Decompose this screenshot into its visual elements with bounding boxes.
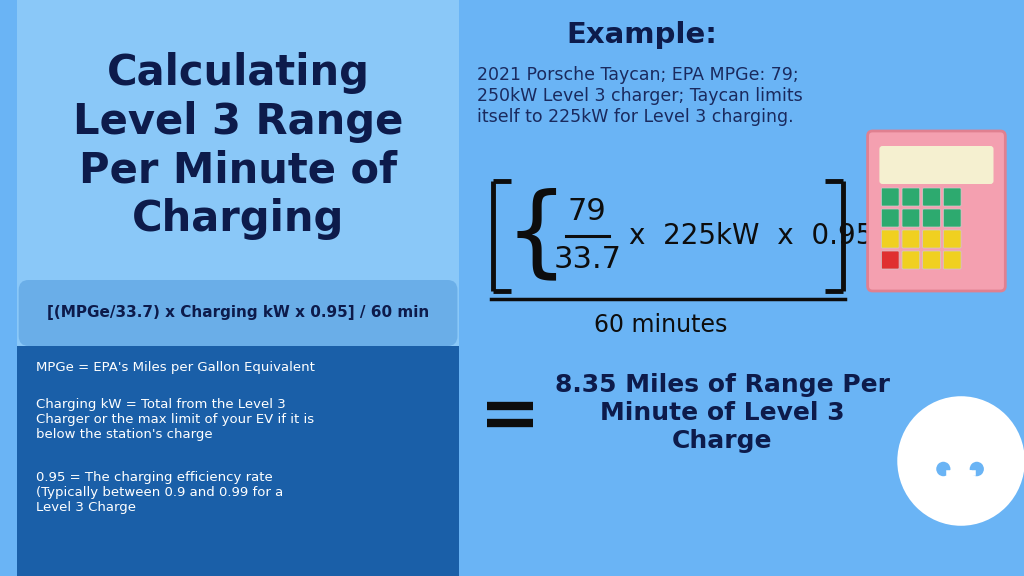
FancyBboxPatch shape <box>460 0 1024 576</box>
FancyBboxPatch shape <box>923 209 940 227</box>
FancyBboxPatch shape <box>923 251 940 269</box>
FancyBboxPatch shape <box>902 209 920 227</box>
Circle shape <box>900 399 1022 523</box>
FancyBboxPatch shape <box>943 188 962 206</box>
FancyBboxPatch shape <box>880 146 993 184</box>
Text: 79: 79 <box>568 198 606 226</box>
FancyBboxPatch shape <box>882 209 899 227</box>
Text: 60 minutes: 60 minutes <box>594 313 728 337</box>
FancyBboxPatch shape <box>882 230 899 248</box>
Circle shape <box>935 460 952 478</box>
FancyBboxPatch shape <box>16 0 460 346</box>
Text: x  225kW  x  0.95: x 225kW x 0.95 <box>629 222 872 250</box>
Text: Example:: Example: <box>566 21 717 49</box>
Text: [(MPGe/33.7) x Charging kW x 0.95] / 60 min: [(MPGe/33.7) x Charging kW x 0.95] / 60 … <box>47 305 429 320</box>
FancyBboxPatch shape <box>943 251 962 269</box>
Text: 8.35 Miles of Range Per
Minute of Level 3
Charge: 8.35 Miles of Range Per Minute of Level … <box>555 373 890 453</box>
Text: 33.7: 33.7 <box>553 245 622 275</box>
FancyBboxPatch shape <box>923 230 940 248</box>
FancyBboxPatch shape <box>867 131 1006 291</box>
FancyBboxPatch shape <box>16 346 460 576</box>
Text: 2021 Porsche Taycan; EPA MPGe: 79;
250kW Level 3 charger; Taycan limits
itself t: 2021 Porsche Taycan; EPA MPGe: 79; 250kW… <box>477 66 803 126</box>
FancyBboxPatch shape <box>943 230 962 248</box>
FancyBboxPatch shape <box>902 188 920 206</box>
Circle shape <box>968 460 986 478</box>
Text: {: { <box>504 188 568 285</box>
FancyBboxPatch shape <box>923 188 940 206</box>
FancyBboxPatch shape <box>927 441 993 469</box>
FancyBboxPatch shape <box>902 230 920 248</box>
FancyBboxPatch shape <box>940 428 980 450</box>
FancyBboxPatch shape <box>902 251 920 269</box>
Text: Charging kW = Total from the Level 3
Charger or the max limit of your EV if it i: Charging kW = Total from the Level 3 Cha… <box>37 398 314 441</box>
FancyBboxPatch shape <box>882 188 899 206</box>
FancyBboxPatch shape <box>18 280 458 346</box>
Text: MPGe = EPA's Miles per Gallon Equivalent: MPGe = EPA's Miles per Gallon Equivalent <box>37 361 315 374</box>
FancyBboxPatch shape <box>882 251 899 269</box>
Text: Calculating
Level 3 Range
Per Minute of
Charging: Calculating Level 3 Range Per Minute of … <box>73 52 403 240</box>
FancyBboxPatch shape <box>943 209 962 227</box>
Text: 0.95 = The charging efficiency rate
(Typically between 0.9 and 0.99 for a
Level : 0.95 = The charging efficiency rate (Typ… <box>37 471 284 514</box>
